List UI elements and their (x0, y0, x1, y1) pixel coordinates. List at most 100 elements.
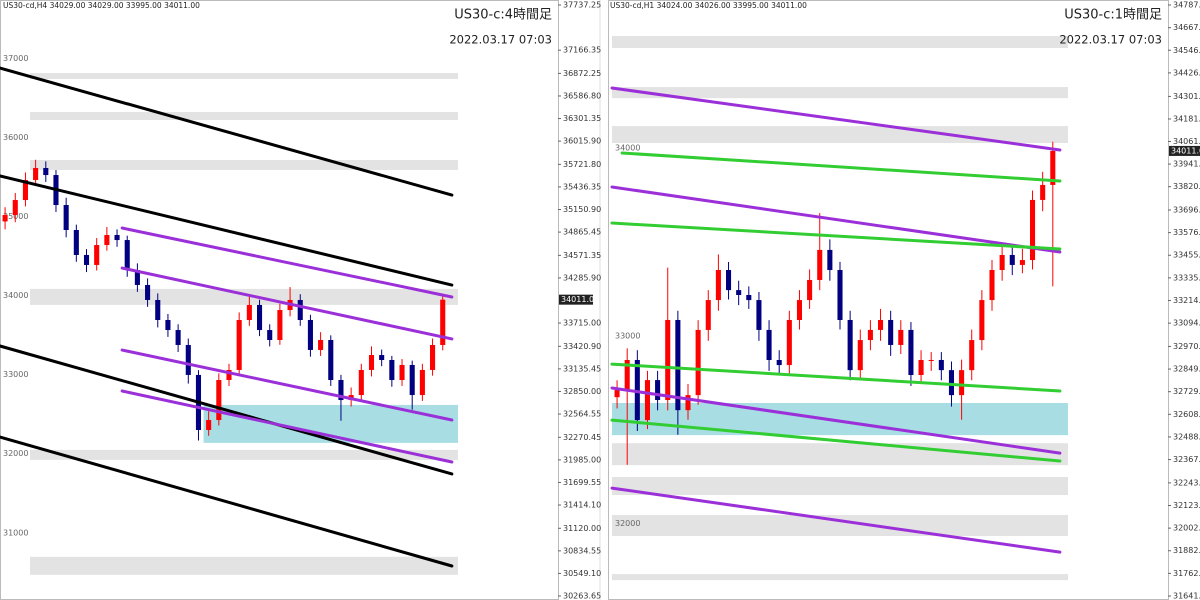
candle-body (807, 279, 813, 301)
y-tick-label: 33135.45 (563, 364, 601, 373)
candle-body (246, 304, 252, 320)
y-tick-label: 36872.25 (563, 69, 601, 78)
zone (30, 288, 458, 305)
candle-body (837, 270, 843, 320)
candle-body (338, 380, 344, 401)
candle-body (685, 395, 691, 411)
zone (612, 443, 1068, 466)
candle-body (277, 310, 283, 340)
trend-line (120, 389, 454, 464)
level-label: 33000 (615, 331, 640, 340)
candle-body (2, 214, 8, 222)
trend-line (0, 344, 454, 476)
level-label: 37000 (3, 54, 28, 63)
y-tick-label: 36015.90 (563, 137, 601, 146)
candle-body (94, 245, 100, 265)
y-tick-label: 33696.50 (1173, 205, 1200, 214)
candle-body (959, 370, 965, 396)
y-tick-label: 31414.10 (563, 501, 601, 510)
last-price-label: 34011.00 (561, 295, 599, 304)
candle-body (379, 355, 385, 361)
candle-body (175, 330, 181, 345)
y-tick-label: 33420.90 (563, 342, 601, 351)
candle-body (938, 359, 944, 371)
y-tick-label: 32729.25 (1173, 387, 1200, 396)
y-tick-label: 32243.80 (1173, 478, 1200, 487)
chart-date: 2022.03.17 07:03 (449, 33, 552, 47)
candle-body (614, 390, 620, 398)
y-tick-label: 33941.05 (1173, 160, 1200, 169)
candle-body (399, 364, 405, 381)
candle-body (165, 319, 171, 331)
trend-line (120, 226, 454, 299)
level-label: 32000 (3, 449, 28, 458)
y-tick-label: 36586.80 (563, 91, 601, 100)
zone (612, 574, 1068, 581)
level-label: 32000 (615, 519, 640, 528)
zone (30, 111, 458, 120)
level-label: 33000 (3, 370, 28, 379)
candle-body (318, 339, 324, 350)
candle-body (918, 359, 924, 376)
y-tick-label: 34865.45 (563, 228, 601, 237)
last-price-box (559, 294, 593, 305)
candle-body (867, 329, 873, 341)
candle-body (726, 270, 732, 291)
y-tick-label: 34787.85 (1173, 1, 1200, 10)
y-tick-label: 36301.35 (563, 114, 601, 123)
candle-body (675, 319, 681, 411)
candle-body (736, 290, 742, 295)
candle-body (817, 249, 823, 280)
y-tick-label: 34285.90 (563, 273, 601, 282)
candle-body (898, 329, 904, 345)
y-tick-label: 34426.30 (1173, 68, 1200, 77)
candle-body (409, 364, 415, 396)
candle-body (979, 300, 985, 341)
y-tick-label: 31882.45 (1173, 546, 1200, 555)
candle-body (236, 319, 242, 370)
y-tick-label: 33715.00 (563, 319, 601, 328)
y-tick-label: 30834.55 (563, 546, 601, 555)
trend-line (610, 362, 1062, 393)
y-tick-label: 33820.60 (1173, 182, 1200, 191)
y-tick-label: 32123.35 (1173, 501, 1200, 510)
candle-body (857, 340, 863, 371)
highlight-zone (612, 403, 1068, 436)
chart-date: 2022.03.17 07:03 (1059, 33, 1162, 47)
y-tick-label: 33576.05 (1173, 228, 1200, 237)
y-tick-label: 34181.05 (1173, 114, 1200, 123)
level-label: 36000 (3, 133, 28, 142)
trend-line (0, 66, 454, 197)
candle-body (185, 344, 191, 375)
candle-body (33, 168, 39, 181)
y-tick-label: 31641.55 (1173, 592, 1200, 600)
candle-body (665, 319, 671, 400)
candle-body (368, 355, 375, 370)
candle-body (878, 319, 884, 330)
y-tick-label: 32367.90 (1173, 455, 1200, 464)
trend-line (0, 435, 454, 568)
y-tick-label: 33214.70 (1173, 296, 1200, 305)
candle-body (216, 380, 222, 421)
candle-body (83, 254, 90, 265)
trend-line (610, 86, 1062, 152)
level-label: 34000 (3, 291, 28, 300)
y-tick-label: 34571.35 (563, 251, 601, 260)
candle-body (389, 360, 395, 381)
y-tick-label: 37166.35 (563, 46, 601, 55)
candle-body (22, 180, 28, 201)
y-tick-label: 32850.00 (563, 387, 601, 396)
candle-body (297, 299, 303, 320)
candle-body (1019, 260, 1025, 265)
candle-body (43, 168, 49, 176)
level-label: 31000 (3, 528, 28, 537)
y-tick-label: 35721.80 (563, 160, 601, 169)
candle-body (328, 339, 334, 381)
candle-body (746, 294, 752, 301)
candle-body (155, 299, 161, 320)
zone (30, 159, 458, 170)
candle-body (358, 369, 364, 396)
candle-body (440, 299, 446, 345)
